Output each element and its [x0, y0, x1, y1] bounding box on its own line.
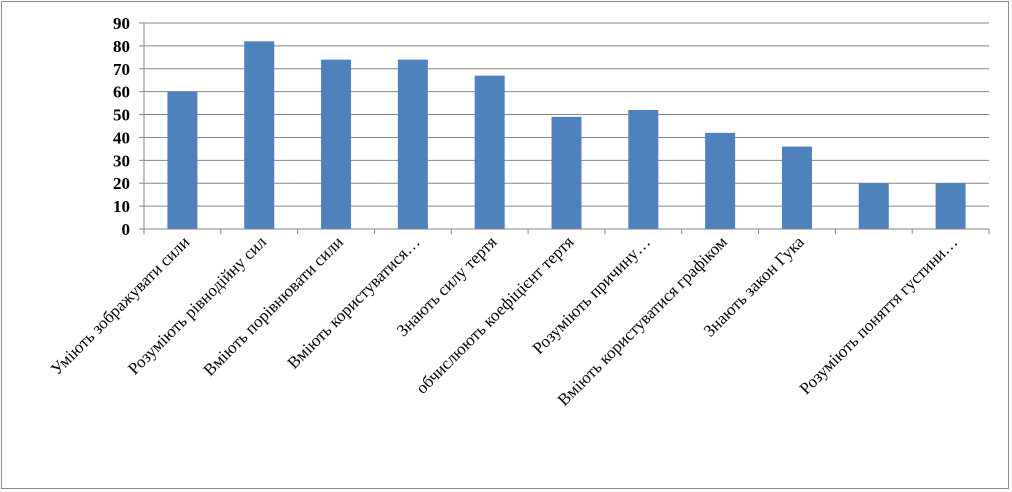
- category-label: Вміють порівнювати сили: [200, 232, 347, 379]
- category-label: Уміють зображувати сили: [47, 232, 193, 378]
- bar: [474, 75, 505, 230]
- y-tick-label: 10: [113, 197, 130, 216]
- y-tick-label: 50: [113, 106, 130, 125]
- bar: [858, 183, 889, 229]
- category-label: обчислюють коефіцієнт тертя: [412, 232, 577, 397]
- bar: [628, 109, 659, 229]
- bar: [551, 116, 582, 229]
- y-tick-labels: 0 10 20 30 40 50 60 70 80 90: [113, 14, 130, 239]
- y-tick-label: 20: [113, 174, 130, 193]
- category-label: Розуміють поняття густини…: [796, 232, 962, 398]
- y-tick-label: 80: [113, 37, 130, 56]
- y-tick-label: 40: [113, 128, 130, 147]
- bar: [397, 59, 428, 229]
- category-label: Розуміють рівнодійну сил: [124, 232, 270, 378]
- bar: [167, 91, 198, 230]
- bar: [705, 132, 736, 229]
- bar: [244, 41, 275, 229]
- y-tick-label: 0: [122, 220, 131, 239]
- y-tick-label: 90: [113, 14, 130, 33]
- gridlines: [144, 22, 989, 207]
- y-tick-label: 60: [113, 83, 130, 102]
- bars: [167, 41, 966, 230]
- axes: [139, 22, 990, 234]
- category-label: Вміють користуватися…: [283, 232, 423, 372]
- y-tick-label: 30: [113, 151, 130, 170]
- y-tick-label: 70: [113, 60, 130, 79]
- bar: [935, 183, 966, 229]
- bar: [781, 146, 812, 229]
- bar: [321, 59, 352, 229]
